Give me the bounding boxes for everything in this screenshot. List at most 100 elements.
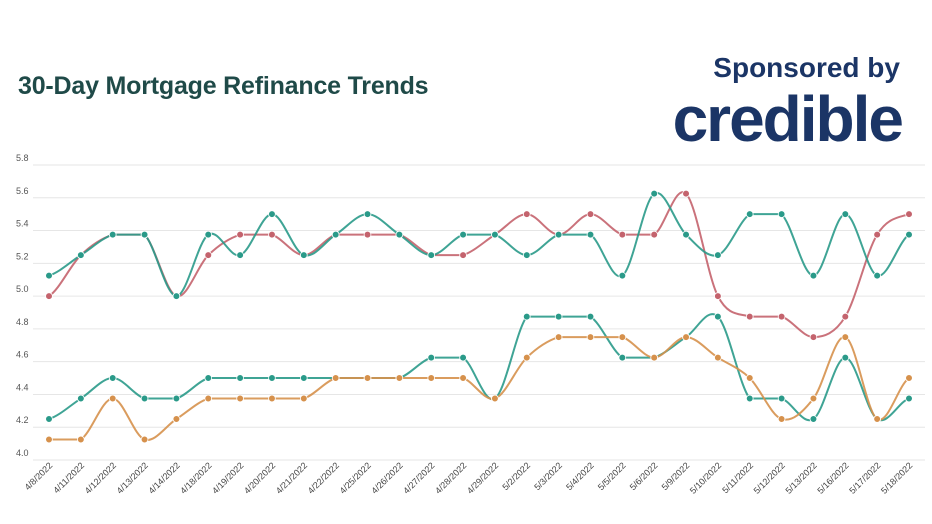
data-point-1 — [745, 210, 754, 218]
chart-title: 30-Day Mortgage Refinance Trends — [18, 72, 429, 100]
data-point-3 — [745, 374, 754, 382]
data-point-3 — [140, 435, 149, 444]
data-point-2 — [268, 374, 276, 382]
data-point-1 — [618, 271, 627, 280]
data-point-3 — [491, 394, 499, 403]
x-tick-label: 4/12/2022 — [83, 460, 118, 495]
data-point-0 — [236, 230, 244, 239]
x-tick-label: 5/5/2022 — [596, 460, 628, 492]
data-point-0 — [459, 251, 467, 259]
data-point-1 — [714, 251, 722, 259]
data-point-2 — [77, 394, 85, 403]
x-tick-label: 4/27/2022 — [401, 460, 436, 495]
data-point-1 — [172, 292, 181, 300]
data-point-1 — [395, 230, 404, 239]
data-point-1 — [331, 230, 340, 239]
series-line-0 — [48, 191, 910, 339]
data-point-3 — [714, 353, 722, 362]
data-point-1 — [586, 230, 595, 239]
data-point-2 — [300, 374, 308, 382]
data-point-2 — [586, 312, 595, 321]
data-point-0 — [522, 210, 531, 218]
data-point-1 — [809, 271, 818, 280]
credible-logo: credible — [672, 83, 904, 155]
data-point-1 — [45, 271, 53, 280]
data-point-2 — [522, 312, 531, 321]
y-tick-label: 5.4 — [16, 219, 29, 229]
data-point-1 — [841, 210, 850, 218]
y-tick-label: 5.8 — [16, 153, 29, 163]
x-tick-label: 4/28/2022 — [433, 460, 468, 495]
data-point-3 — [618, 333, 627, 341]
sponsor-text: Sponsored by — [713, 52, 900, 83]
data-point-3 — [459, 374, 467, 382]
y-tick-label: 4.8 — [16, 317, 29, 327]
data-point-0 — [204, 251, 213, 259]
data-point-3 — [522, 353, 531, 362]
data-point-3 — [77, 435, 85, 444]
data-point-2 — [172, 394, 181, 403]
data-point-3 — [331, 374, 340, 382]
data-point-0 — [841, 312, 850, 321]
data-point-1 — [300, 251, 308, 259]
data-point-3 — [841, 333, 850, 341]
x-tick-label: 5/4/2022 — [564, 460, 596, 492]
data-point-3 — [236, 394, 244, 403]
data-point-0 — [268, 230, 276, 239]
data-point-2 — [108, 374, 117, 382]
x-tick-label: 4/18/2022 — [178, 460, 213, 495]
data-point-3 — [268, 394, 276, 403]
data-point-3 — [586, 333, 595, 341]
data-point-0 — [777, 312, 786, 321]
x-tick-label: 5/11/2022 — [720, 460, 755, 495]
data-point-3 — [300, 394, 308, 403]
x-tick-label: 5/9/2022 — [660, 460, 692, 492]
data-point-0 — [45, 292, 53, 300]
data-point-2 — [140, 394, 149, 403]
data-point-1 — [204, 230, 213, 239]
data-point-1 — [236, 251, 244, 259]
data-point-0 — [586, 210, 595, 218]
x-tick-label: 5/10/2022 — [688, 460, 723, 495]
data-point-1 — [554, 230, 563, 239]
data-point-3 — [204, 394, 213, 403]
x-tick-label: 4/22/2022 — [306, 460, 341, 495]
data-point-2 — [45, 415, 53, 423]
data-point-3 — [873, 415, 881, 423]
data-point-3 — [905, 374, 913, 382]
data-point-2 — [777, 394, 786, 403]
x-tick-label: 5/6/2022 — [628, 460, 660, 492]
x-tick-label: 5/2/2022 — [500, 460, 532, 492]
data-point-0 — [873, 230, 881, 239]
x-tick-label: 5/17/2022 — [847, 460, 882, 495]
data-point-3 — [682, 333, 690, 341]
data-point-1 — [777, 210, 786, 218]
data-point-2 — [459, 353, 467, 362]
data-point-2 — [618, 353, 627, 362]
x-tick-label: 4/11/2022 — [51, 460, 86, 495]
series-line-3 — [49, 336, 910, 441]
data-point-0 — [618, 230, 627, 239]
data-point-0 — [363, 230, 372, 239]
x-tick-label: 4/14/2022 — [146, 460, 181, 495]
x-tick-label: 5/3/2022 — [532, 460, 564, 492]
x-tick-label: 4/13/2022 — [115, 460, 150, 495]
x-tick-label: 4/21/2022 — [274, 460, 309, 495]
data-point-3 — [427, 374, 436, 382]
data-point-1 — [650, 189, 658, 198]
data-point-1 — [905, 230, 913, 239]
data-point-2 — [236, 374, 244, 382]
data-point-0 — [682, 189, 690, 198]
data-point-3 — [395, 374, 404, 382]
x-tick-label: 4/19/2022 — [210, 460, 245, 495]
y-tick-label: 5.2 — [16, 251, 29, 261]
data-point-3 — [777, 415, 786, 423]
data-point-0 — [809, 333, 818, 341]
x-tick-label: 4/25/2022 — [338, 460, 373, 495]
x-tick-label: 4/26/2022 — [369, 460, 404, 495]
data-point-2 — [745, 394, 754, 403]
data-point-0 — [745, 312, 754, 321]
x-tick-label: 4/29/2022 — [465, 460, 500, 495]
data-point-1 — [522, 251, 531, 259]
data-point-1 — [363, 210, 372, 218]
